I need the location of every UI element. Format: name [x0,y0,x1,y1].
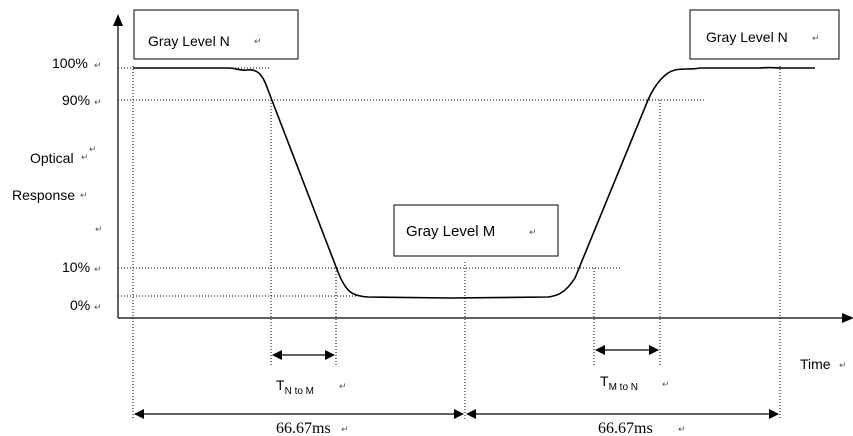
y-axis-label-line1: Optical [30,150,74,166]
gray-level-n-left-label: Gray Level N [148,33,230,49]
return-mark: ↵ [94,303,102,313]
tick-label-10: 10% [62,259,90,275]
return-mark: ↵ [341,425,349,435]
gray-level-n-left-box [133,9,299,60]
return-mark: ↵ [80,191,88,201]
return-mark: ↵ [839,361,847,371]
return-mark: ↵ [94,98,102,108]
t-n-to-m-sub: N to M [285,386,314,397]
tick-label-100: 100% [52,55,88,71]
gray-level-m-box [393,204,559,257]
gray-level-m-label: Gray Level M [406,223,495,240]
return-mark: ↵ [678,425,686,435]
gray-level-n-right-label: Gray Level N [706,29,788,45]
tick-label-90: 90% [62,92,90,108]
t-m-to-n-label: TM to N [600,373,638,393]
period-right-label: 66.67ms [598,420,653,436]
t-n-to-m-main: T [276,377,285,393]
t-m-to-n-sub: M to N [609,382,638,393]
return-mark: ↵ [812,34,820,44]
return-mark: ↵ [81,153,89,163]
return-mark: ↵ [339,382,347,392]
return-mark: ↵ [94,265,102,275]
optical-response-curve [133,66,815,299]
return-mark: ↵ [662,380,670,390]
period-left-label: 66.67ms [276,420,331,436]
return-mark: ↵ [94,61,102,71]
return-mark: ↵ [529,228,537,238]
gray-level-n-right-box [689,9,840,60]
tick-label-0: 0% [70,297,90,313]
t-n-to-m-label: TN to M [276,377,314,397]
return-mark: ↵ [254,37,262,47]
x-axis-label: Time [800,356,831,372]
return-mark: ↵ [89,145,97,155]
y-axis-label-line2: Response [12,187,75,203]
t-m-to-n-main: T [600,373,609,389]
return-mark: ↵ [95,225,103,235]
